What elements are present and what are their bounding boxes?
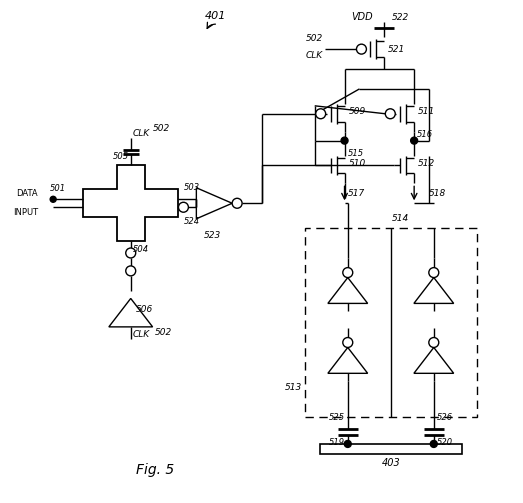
Polygon shape bbox=[196, 188, 232, 219]
Polygon shape bbox=[414, 348, 453, 373]
Polygon shape bbox=[414, 278, 453, 303]
Text: 517: 517 bbox=[347, 189, 365, 198]
Text: DATA: DATA bbox=[17, 189, 38, 198]
Circle shape bbox=[429, 338, 439, 348]
Circle shape bbox=[178, 202, 188, 212]
Text: 514: 514 bbox=[392, 214, 410, 223]
Polygon shape bbox=[328, 278, 368, 303]
Text: 513: 513 bbox=[285, 383, 302, 392]
Bar bbox=[305, 228, 477, 417]
Circle shape bbox=[232, 198, 242, 208]
Text: INPUT: INPUT bbox=[13, 208, 38, 217]
Text: VDD: VDD bbox=[351, 12, 372, 22]
Text: 506: 506 bbox=[135, 305, 153, 314]
Circle shape bbox=[411, 137, 418, 144]
Text: 518: 518 bbox=[429, 189, 446, 198]
Text: 525: 525 bbox=[328, 413, 345, 422]
Text: 524: 524 bbox=[184, 217, 200, 226]
Circle shape bbox=[126, 248, 135, 258]
Circle shape bbox=[385, 109, 395, 119]
Circle shape bbox=[343, 338, 353, 348]
Text: CLK: CLK bbox=[305, 51, 323, 60]
Polygon shape bbox=[328, 348, 368, 373]
Text: CLK: CLK bbox=[133, 129, 150, 138]
Text: 502: 502 bbox=[155, 328, 172, 338]
Polygon shape bbox=[109, 298, 153, 327]
Circle shape bbox=[429, 268, 439, 278]
Text: 504: 504 bbox=[133, 244, 149, 254]
Text: 510: 510 bbox=[348, 159, 366, 168]
Circle shape bbox=[50, 196, 56, 202]
Text: CLK: CLK bbox=[133, 330, 150, 340]
Text: 511: 511 bbox=[418, 107, 435, 116]
Text: 515: 515 bbox=[347, 148, 363, 157]
Bar bbox=[320, 444, 462, 454]
Text: 503: 503 bbox=[184, 183, 200, 192]
Text: 516: 516 bbox=[417, 130, 433, 139]
Circle shape bbox=[341, 137, 348, 144]
Text: 523: 523 bbox=[203, 231, 221, 240]
Circle shape bbox=[344, 441, 351, 447]
Circle shape bbox=[357, 44, 367, 54]
Text: 509: 509 bbox=[348, 107, 366, 116]
Text: 403: 403 bbox=[381, 458, 400, 468]
Text: 520: 520 bbox=[437, 438, 453, 447]
Text: 502: 502 bbox=[305, 34, 323, 43]
Text: Fig. 5: Fig. 5 bbox=[137, 463, 175, 477]
Text: 519: 519 bbox=[328, 438, 345, 447]
Text: 526: 526 bbox=[437, 413, 453, 422]
Text: 512: 512 bbox=[418, 159, 435, 168]
Circle shape bbox=[126, 266, 135, 276]
Polygon shape bbox=[83, 165, 178, 241]
Text: 401: 401 bbox=[204, 11, 226, 21]
Circle shape bbox=[316, 109, 326, 119]
Text: 505: 505 bbox=[112, 152, 129, 161]
Text: 521: 521 bbox=[388, 45, 405, 54]
Text: 501: 501 bbox=[50, 184, 66, 193]
Text: 502: 502 bbox=[153, 124, 170, 133]
Circle shape bbox=[343, 268, 353, 278]
Circle shape bbox=[430, 441, 437, 447]
Text: 522: 522 bbox=[392, 13, 410, 22]
